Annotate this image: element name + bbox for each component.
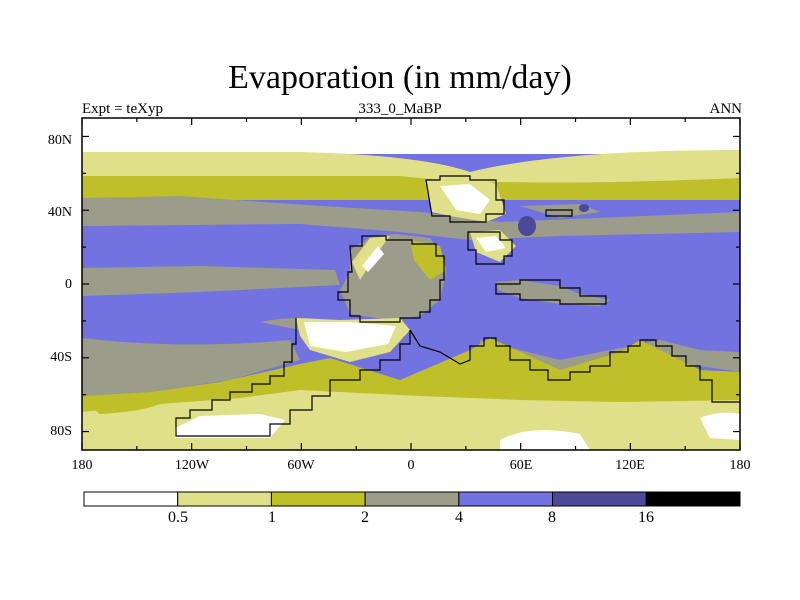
colorbar-level-label: 16 xyxy=(638,509,654,526)
landmass-center-white xyxy=(362,246,384,272)
landmass-east-white xyxy=(476,236,506,252)
lat-tick-label: 40S xyxy=(50,350,72,365)
lat-tick-label: 80N xyxy=(47,133,72,148)
colorbar-level-label: 1 xyxy=(268,509,276,526)
lon-tick-label: 120E xyxy=(615,458,645,473)
colorbar-swatch xyxy=(458,491,554,507)
coastlines xyxy=(175,175,740,437)
band-north-1-2 xyxy=(82,176,740,200)
colorbar-level-label: 4 xyxy=(455,509,463,526)
lon-tick-label: 60W xyxy=(287,458,315,473)
coast-south-west xyxy=(175,318,411,437)
band-equator-2-4 xyxy=(82,266,340,296)
spot-8-16-b xyxy=(579,204,589,212)
experiment-label: Expt = teXyp xyxy=(82,101,163,117)
patch-antarctic-white-3 xyxy=(700,412,740,440)
coast-north xyxy=(425,175,505,223)
colorbar-swatch xyxy=(645,491,741,507)
evaporation-field xyxy=(82,118,740,450)
patch-antarctic-white-1 xyxy=(175,414,285,438)
landmass-south-white xyxy=(304,322,396,352)
patch-antarctic-white-2 xyxy=(500,430,590,450)
colorbar-swatch xyxy=(270,491,366,507)
axis-ticks xyxy=(81,118,741,450)
lon-tick-label: 180 xyxy=(729,458,751,473)
colorbar-level-label: 0.5 xyxy=(168,509,188,526)
colorbar xyxy=(83,491,741,507)
coast-center xyxy=(337,235,445,323)
coast-east-arm xyxy=(495,279,607,305)
coast-south-east xyxy=(409,329,740,403)
lon-tick-label: 0 xyxy=(407,458,415,473)
lat-tick-label: 0 xyxy=(65,277,72,292)
lat-tick-label: 80S xyxy=(50,424,72,439)
chart-title: Evaporation (in mm/day) xyxy=(228,59,572,96)
band-north-2-4 xyxy=(82,196,740,240)
colorbar-level-label: 2 xyxy=(361,509,369,526)
east-arm-2-4 xyxy=(496,280,610,306)
landmass-north-white xyxy=(440,184,490,214)
patch-south-west xyxy=(90,400,160,414)
season-label: ANN xyxy=(709,101,743,117)
band-south-2-4-west xyxy=(82,338,300,396)
spot-8-16-a xyxy=(518,216,536,236)
lon-tick-label: 180 xyxy=(71,458,93,473)
lon-tick-label: 60E xyxy=(509,458,533,473)
coast-east-block xyxy=(467,231,513,265)
colorbar-swatch xyxy=(177,491,272,507)
coast-small-island xyxy=(545,209,573,217)
colorbar-level-label: 8 xyxy=(548,509,556,526)
period-label: 333_0_MaBP xyxy=(358,101,442,117)
colorbar-swatch xyxy=(552,491,647,507)
lon-tick-label: 120W xyxy=(174,458,210,473)
lat-tick-label: 40N xyxy=(47,205,72,220)
colorbar-swatch xyxy=(83,491,179,507)
landmass-center-1-2 xyxy=(410,240,446,280)
colorbar-swatch xyxy=(364,491,460,507)
